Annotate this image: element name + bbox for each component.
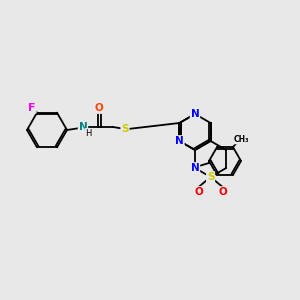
Text: N: N	[175, 136, 184, 146]
Text: N: N	[190, 109, 200, 119]
Text: S: S	[121, 124, 129, 134]
Text: N: N	[190, 163, 200, 173]
Text: S: S	[207, 172, 214, 182]
Text: N: N	[79, 122, 87, 132]
Text: H: H	[85, 128, 91, 137]
Text: F: F	[28, 103, 36, 113]
Text: O: O	[194, 187, 203, 197]
Text: O: O	[94, 103, 103, 113]
Text: CH₃: CH₃	[233, 135, 249, 144]
Text: O: O	[218, 187, 227, 197]
